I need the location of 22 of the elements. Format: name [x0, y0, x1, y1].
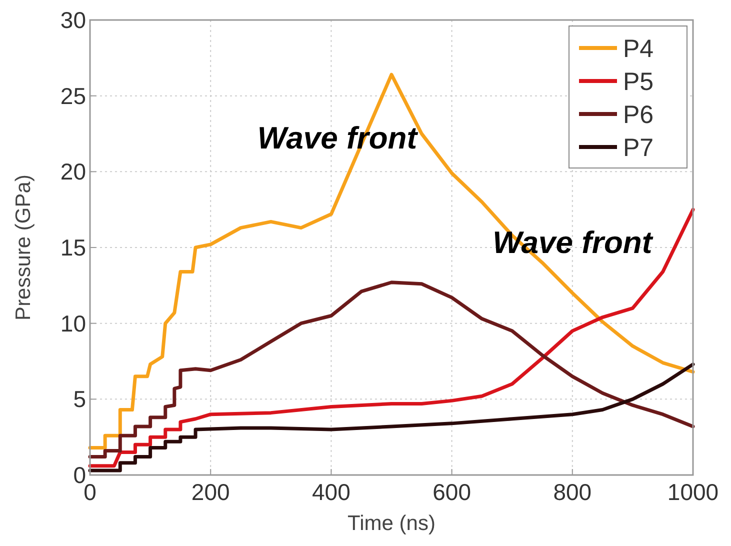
x-tick-label: 1000: [667, 479, 719, 505]
legend-label: P6: [623, 101, 654, 129]
x-tick-label: 800: [553, 479, 592, 505]
x-tick-label: 200: [191, 479, 230, 505]
x-axis-title: Time (ns): [348, 512, 436, 535]
y-axis-title: Pressure (GPa): [12, 174, 35, 320]
y-tick-label: 10: [60, 310, 86, 336]
x-tick-label: 600: [432, 479, 471, 505]
y-tick-label: 20: [60, 158, 86, 185]
x-tick-label: 400: [312, 479, 350, 505]
legend-label: P7: [623, 134, 654, 162]
legend-label: P5: [623, 68, 654, 96]
line-series: [88, 208, 695, 468]
y-tick-label: 0: [73, 462, 86, 488]
y-tick-label: 25: [60, 82, 86, 109]
y-tick-label: 30: [60, 7, 86, 33]
y-tick-label: 15: [60, 234, 86, 260]
line-series: [88, 280, 695, 459]
y-tick-label: 5: [73, 386, 86, 412]
line-series: [88, 72, 695, 450]
line-series: [88, 362, 695, 472]
legend-label: P4: [623, 35, 654, 63]
